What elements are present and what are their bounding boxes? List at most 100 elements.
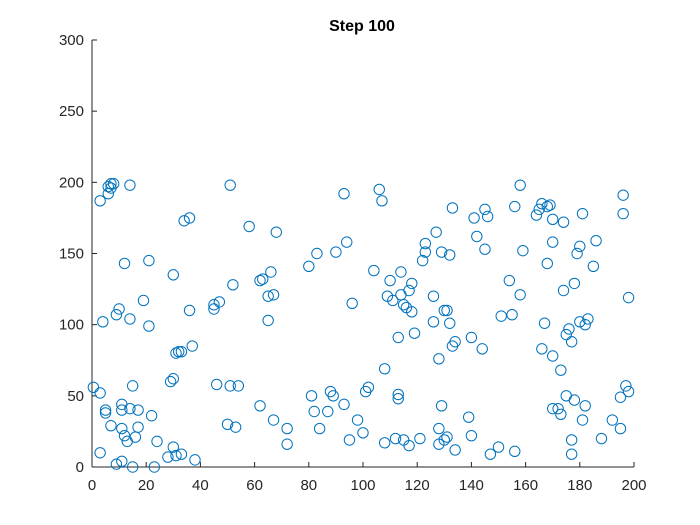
data-point bbox=[427, 316, 440, 328]
data-point bbox=[419, 246, 432, 258]
x-tick-label: 100 bbox=[350, 477, 375, 494]
x-tick-label: 60 bbox=[246, 477, 263, 494]
data-point bbox=[465, 331, 478, 344]
data-point bbox=[124, 313, 136, 325]
data-point bbox=[406, 306, 418, 318]
data-point bbox=[186, 340, 198, 352]
x-tick-label: 200 bbox=[621, 477, 646, 494]
data-point bbox=[538, 317, 551, 329]
data-point bbox=[509, 200, 521, 213]
data-point bbox=[254, 400, 266, 412]
data-point bbox=[430, 226, 442, 238]
data-point bbox=[257, 273, 269, 285]
data-point bbox=[419, 237, 432, 250]
data-point bbox=[392, 388, 404, 401]
data-point bbox=[590, 234, 602, 247]
data-point bbox=[167, 269, 180, 281]
y-tick-label: 250 bbox=[59, 103, 84, 120]
x-tick-label: 140 bbox=[459, 477, 484, 494]
data-point bbox=[476, 343, 488, 355]
data-point bbox=[441, 304, 453, 317]
data-point bbox=[173, 346, 185, 358]
data-point bbox=[587, 260, 600, 273]
data-point bbox=[614, 422, 627, 435]
data-point bbox=[414, 432, 426, 445]
data-point bbox=[132, 421, 144, 433]
data-point bbox=[378, 363, 391, 375]
tick-labels: 0 20 40 60 80 100 120 140 160 180 200 0 50 100 150 200 2… bbox=[59, 32, 647, 494]
data-point bbox=[102, 180, 114, 193]
data-point bbox=[126, 461, 139, 473]
data-point bbox=[435, 246, 448, 258]
x-tick-label: 160 bbox=[513, 477, 538, 494]
data-point bbox=[506, 309, 518, 321]
data-point bbox=[221, 418, 234, 430]
x-tick-label: 180 bbox=[567, 477, 592, 494]
data-point bbox=[167, 373, 180, 385]
data-point bbox=[213, 296, 226, 308]
data-point bbox=[547, 213, 559, 226]
data-point bbox=[224, 179, 236, 191]
data-point bbox=[110, 309, 123, 321]
data-point bbox=[557, 216, 570, 228]
data-point bbox=[514, 179, 526, 191]
data-point bbox=[536, 343, 548, 355]
data-point bbox=[351, 414, 364, 426]
data-point bbox=[267, 414, 280, 426]
data-point bbox=[576, 414, 589, 426]
y-tick-label: 50 bbox=[67, 388, 84, 405]
data-point bbox=[468, 212, 480, 224]
data-point bbox=[406, 277, 418, 290]
data-point bbox=[574, 240, 586, 253]
data-point bbox=[560, 328, 572, 341]
data-point bbox=[492, 441, 505, 453]
data-point bbox=[614, 391, 627, 403]
data-point bbox=[574, 316, 586, 328]
chart-title: Step 100 bbox=[329, 18, 395, 35]
data-point bbox=[565, 448, 578, 460]
data-point bbox=[620, 380, 632, 392]
data-point bbox=[563, 323, 575, 335]
data-point bbox=[167, 441, 180, 453]
data-point bbox=[254, 274, 266, 287]
data-point bbox=[565, 434, 578, 446]
y-tick-label: 200 bbox=[59, 174, 84, 191]
data-point bbox=[243, 220, 255, 233]
data-point bbox=[170, 449, 182, 462]
data-point bbox=[267, 289, 280, 301]
axes bbox=[91, 39, 635, 468]
data-point bbox=[143, 320, 155, 332]
data-point bbox=[270, 226, 282, 238]
y-tick-label: 300 bbox=[59, 32, 84, 49]
data-points bbox=[87, 178, 635, 473]
data-point bbox=[148, 461, 161, 473]
data-point bbox=[622, 291, 635, 304]
data-point bbox=[94, 447, 106, 459]
data-point bbox=[189, 454, 201, 466]
data-point bbox=[121, 435, 133, 448]
data-point bbox=[99, 404, 112, 416]
data-point bbox=[311, 247, 323, 260]
data-point bbox=[170, 347, 182, 359]
data-point bbox=[547, 236, 559, 248]
data-point bbox=[617, 207, 629, 220]
data-point bbox=[479, 243, 491, 255]
data-point bbox=[408, 327, 421, 339]
data-point bbox=[441, 431, 453, 443]
data-point bbox=[327, 390, 339, 402]
data-point bbox=[116, 404, 128, 416]
data-point bbox=[105, 178, 117, 190]
data-point bbox=[338, 188, 350, 200]
data-point bbox=[392, 392, 404, 405]
data-point bbox=[229, 421, 242, 433]
data-point bbox=[433, 353, 445, 365]
x-tick-label: 120 bbox=[405, 477, 430, 494]
data-point bbox=[555, 408, 567, 421]
data-point bbox=[110, 458, 123, 470]
data-point bbox=[389, 432, 402, 445]
data-point bbox=[208, 303, 220, 315]
x-tick-label: 0 bbox=[88, 477, 96, 494]
data-point bbox=[346, 297, 358, 310]
data-point bbox=[183, 212, 196, 224]
